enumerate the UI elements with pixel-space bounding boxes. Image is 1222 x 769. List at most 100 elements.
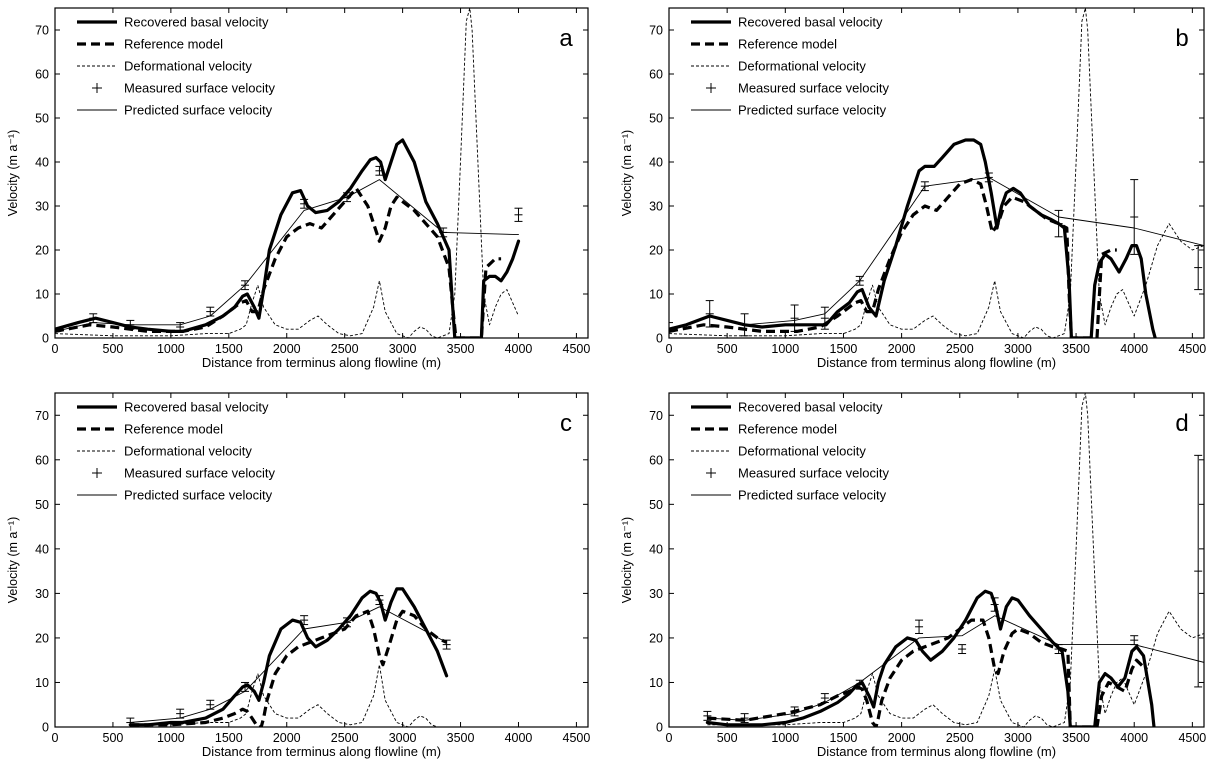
plot-area — [126, 587, 451, 727]
y-tick-label: 50 — [649, 498, 663, 512]
legend-item-deform: Deformational velocity — [77, 444, 252, 459]
x-tick-label: 2000 — [273, 731, 301, 745]
legend-item-deform: Deformational velocity — [77, 59, 252, 74]
x-axis-label: Distance from terminus along flowline (m… — [202, 355, 441, 370]
measured-point — [514, 207, 523, 222]
measured-point — [206, 306, 215, 317]
series-recovered — [128, 587, 449, 727]
x-tick-label: 3500 — [447, 731, 475, 745]
legend-item-measured: Measured surface velocity — [92, 81, 276, 96]
legend-item-measured: Measured surface velocity — [706, 466, 890, 481]
measured-point — [820, 306, 829, 330]
measured-point — [241, 280, 250, 291]
measured-point — [342, 617, 351, 628]
measured-point — [375, 595, 384, 606]
legend-label: Predicted surface velocity — [738, 488, 887, 503]
y-tick-label: 0 — [42, 332, 49, 346]
x-tick-label: 1500 — [215, 731, 243, 745]
y-tick-label: 20 — [35, 244, 49, 258]
measured-point — [300, 615, 309, 626]
measured-point — [1054, 209, 1063, 238]
x-tick-label: 3500 — [447, 342, 475, 356]
y-tick-label: 30 — [35, 587, 49, 601]
y-tick-label: 70 — [649, 24, 663, 38]
measured-point — [790, 304, 799, 332]
x-tick-label: 0 — [666, 342, 673, 356]
measured-point — [375, 165, 384, 176]
panel-label: a — [559, 25, 573, 52]
legend-label: Deformational velocity — [124, 59, 252, 74]
y-tick-label: 70 — [35, 409, 49, 423]
x-tick-label: 4000 — [505, 342, 533, 356]
series-deform — [130, 664, 438, 727]
x-tick-label: 3000 — [389, 342, 417, 356]
legend-item-recovered: Recovered basal velocity — [691, 400, 883, 415]
x-tick-label: 2000 — [888, 731, 916, 745]
measured-point — [176, 708, 185, 719]
series-measured — [89, 165, 523, 332]
legend-label: Recovered basal velocity — [738, 400, 883, 415]
x-tick-label: 500 — [717, 342, 738, 356]
measured-point — [206, 699, 215, 710]
y-tick-label: 60 — [649, 68, 663, 82]
legend: Recovered basal velocity Reference model D… — [77, 15, 276, 118]
x-tick-label: 4000 — [1120, 731, 1148, 745]
measured-point — [1194, 245, 1203, 291]
legend-item-predicted: Predicted surface velocity — [691, 488, 887, 503]
x-tick-label: 2500 — [331, 342, 359, 356]
x-tick-label: 4000 — [1120, 342, 1148, 356]
series-predicted — [129, 606, 448, 723]
measured-point — [855, 679, 864, 690]
x-tick-label: 4500 — [563, 731, 591, 745]
y-tick-label: 30 — [649, 200, 663, 214]
y-tick-label: 30 — [35, 200, 49, 214]
series-reference — [707, 618, 1147, 727]
plot-frame — [668, 392, 1205, 728]
legend-item-reference: Reference model — [77, 422, 223, 437]
y-tick-label: 70 — [35, 24, 49, 38]
plot-frame — [668, 7, 1205, 339]
series-reference — [669, 178, 1117, 338]
measured-point — [820, 693, 829, 704]
y-tick-label: 60 — [649, 453, 663, 467]
measured-point — [89, 313, 98, 324]
x-tick-label: 0 — [52, 342, 59, 356]
panel-label: b — [1175, 25, 1188, 52]
measured-point — [126, 319, 135, 330]
plot-frame — [54, 392, 589, 728]
y-tick-label: 10 — [649, 676, 663, 690]
y-tick-label: 40 — [649, 542, 663, 556]
legend-item-deform: Deformational velocity — [691, 59, 866, 74]
series-predicted — [669, 176, 1204, 332]
legend-item-recovered: Recovered basal velocity — [691, 15, 883, 30]
x-tick-label: 0 — [52, 731, 59, 745]
plot-area — [669, 8, 1204, 338]
series-measured — [126, 595, 451, 727]
series-measured — [703, 454, 1203, 724]
series-predicted — [706, 615, 1204, 721]
measured-point — [920, 181, 929, 192]
y-tick-label: 40 — [35, 542, 49, 556]
legend-item-recovered: Recovered basal velocity — [77, 15, 269, 30]
measured-point — [958, 644, 967, 655]
legend-label: Recovered basal velocity — [738, 15, 883, 30]
y-tick-label: 50 — [35, 112, 49, 126]
y-axis-label: Velocity (m a⁻¹) — [620, 130, 634, 216]
y-tick-label: 60 — [35, 68, 49, 82]
x-tick-label: 2500 — [331, 731, 359, 745]
x-tick-label: 1500 — [830, 731, 858, 745]
measured-point — [1194, 454, 1203, 688]
plot-frame — [54, 7, 589, 339]
y-tick-label: 10 — [649, 288, 663, 302]
legend-item-reference: Reference model — [691, 422, 837, 437]
y-tick-label: 40 — [649, 156, 663, 170]
y-tick-label: 10 — [35, 676, 49, 690]
measured-point — [984, 172, 993, 183]
x-tick-label: 1000 — [157, 731, 185, 745]
series-measured — [669, 172, 1203, 338]
plot-area — [703, 393, 1204, 727]
series-reference — [55, 186, 502, 338]
x-tick-label: 1000 — [771, 731, 799, 745]
panel-label: d — [1175, 410, 1188, 437]
y-tick-label: 60 — [35, 453, 49, 467]
